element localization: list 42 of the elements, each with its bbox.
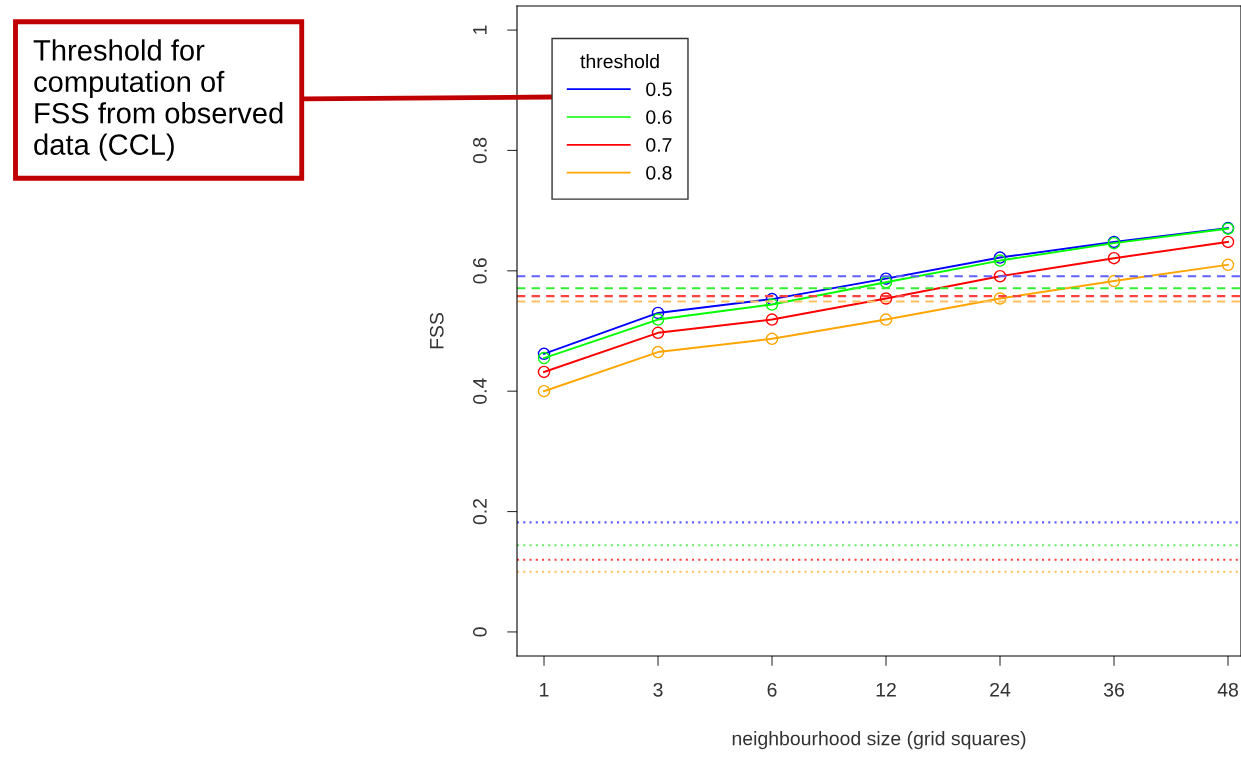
x-tick-label: 24 [990, 682, 1011, 697]
point [1221, 258, 1235, 272]
legend-label: 0.7 [646, 138, 672, 152]
point [1221, 235, 1235, 249]
point [537, 347, 551, 361]
point [651, 313, 665, 326]
x-tick-label: 6 [767, 682, 777, 697]
point [537, 365, 551, 379]
point [651, 306, 665, 320]
point [765, 298, 779, 311]
y-axis-title: FSS [429, 312, 444, 349]
y-tick-label: 1 [473, 25, 487, 34]
x-tick-label: 48 [1217, 682, 1238, 697]
point [765, 313, 779, 326]
point [537, 351, 551, 365]
y-tick-label: 0.2 [473, 499, 487, 525]
legend-label: 0.6 [646, 110, 672, 125]
point [879, 272, 893, 285]
x-axis-title: neighbourhood size (grid squares) [732, 731, 1026, 750]
point [1107, 251, 1121, 265]
point [765, 332, 779, 346]
point [879, 313, 893, 326]
legend-label: 0.8 [646, 165, 672, 180]
point [1107, 274, 1121, 288]
y-tick-label: 0.8 [473, 137, 487, 164]
x-tick-label: 1 [540, 683, 549, 697]
point [993, 292, 1007, 305]
text: Threshold for computation of FSS from observed data (CCL) [33, 39, 283, 161]
y-tick-label: 0.6 [473, 258, 487, 284]
point [537, 384, 551, 398]
point [651, 345, 665, 359]
point [993, 269, 1007, 283]
point [879, 292, 893, 305]
y-tick-label: 0.4 [473, 378, 487, 404]
x-tick-label: 36 [1103, 682, 1124, 697]
y-tick-label: 0 [473, 627, 487, 637]
x-tick-label: 12 [876, 682, 896, 697]
point [879, 275, 893, 289]
legend-title: threshold [580, 54, 659, 69]
point [651, 326, 665, 340]
x-tick-label: 3 [653, 682, 663, 697]
legend-label: 0.5 [646, 82, 672, 97]
